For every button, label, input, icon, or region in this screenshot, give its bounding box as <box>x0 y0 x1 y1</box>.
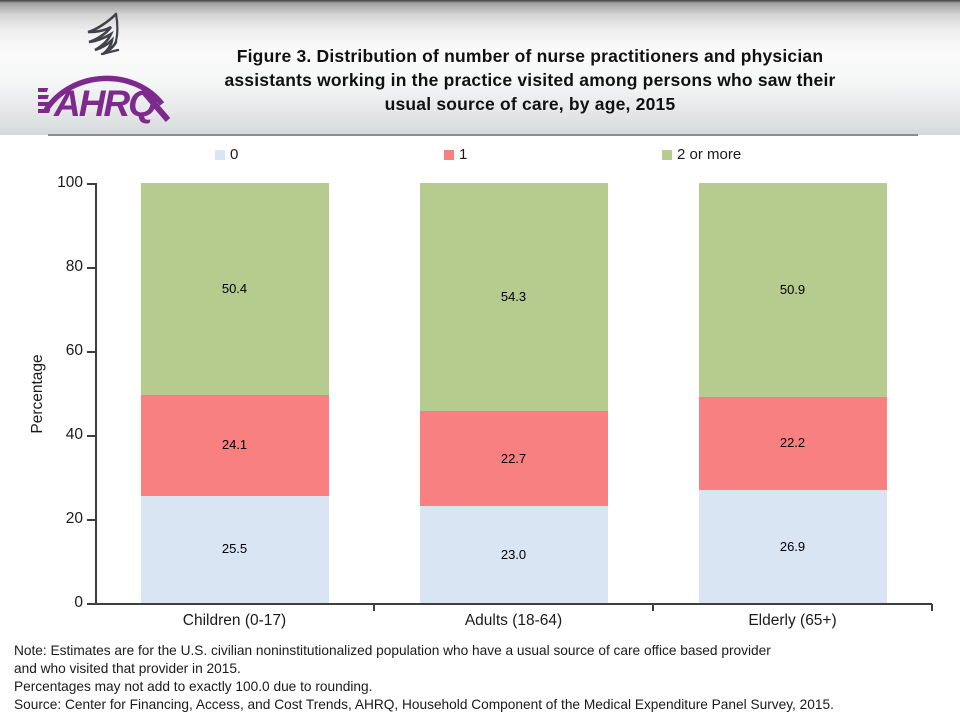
x-tick-1 <box>373 604 375 611</box>
bar-value-Adults (18-64)-series-1: 22.7 <box>500 450 527 466</box>
legend-label-2: 2 or more <box>677 146 742 163</box>
x-tick-2 <box>652 604 654 611</box>
bar-Adults (18-64)-series-0 <box>419 506 608 603</box>
bar-value-Adults (18-64)-series-2 or more: 54.3 <box>500 289 527 305</box>
legend-swatch-0 <box>215 150 225 160</box>
y-tick-label-0: 0 <box>74 594 83 611</box>
bar-Children (0-17)-series-0 <box>140 495 329 603</box>
svg-text:AHRQ: AHRQ <box>53 83 157 124</box>
legend-item-1: 1 <box>444 147 467 163</box>
x-category-label-1: Adults (18-64) <box>464 612 563 629</box>
footnote-line-3: Percentages may not add to exactly 100.0… <box>14 679 373 694</box>
hhs-eagle-icon <box>87 12 120 56</box>
figure-title-line-1: Figure 3. Distribution of number of nurs… <box>236 46 824 66</box>
y-tick-label-20: 20 <box>65 510 83 527</box>
x-category-label-2: Elderly (65+) <box>748 612 837 629</box>
footnote-line-2: and who visited that provider in 2015. <box>14 661 241 676</box>
y-tick-60 <box>87 351 95 353</box>
bar-Children (0-17)-series-2 or more <box>140 183 329 395</box>
ahrq-wordmark: AHRQ <box>31 75 171 124</box>
y-axis <box>95 183 97 604</box>
bar-value-Elderly (65+)-series-2 or more: 50.9 <box>779 281 806 297</box>
figure-title-line-3: usual source of care, by age, 2015 <box>384 94 676 114</box>
legend-label-0: 0 <box>230 146 239 163</box>
bar-value-Children (0-17)-series-2 or more: 50.4 <box>221 280 248 296</box>
bar-Adults (18-64)-series-2 or more <box>419 183 608 412</box>
legend-label-1: 1 <box>459 146 468 163</box>
legend-item-2: 2 or more <box>662 147 741 163</box>
y-tick-label-80: 80 <box>65 258 83 275</box>
y-tick-label-100: 100 <box>57 174 83 191</box>
bar-Elderly (65+)-series-0 <box>698 490 887 603</box>
y-tick-80 <box>87 267 95 269</box>
legend-item-0: 0 <box>215 147 238 163</box>
x-tick-3 <box>931 604 933 611</box>
y-tick-0 <box>87 603 95 605</box>
y-tick-100 <box>87 183 95 185</box>
figure-title-line-2: assistants working in the practice visit… <box>224 70 836 90</box>
ahrq-logo: AHRQ <box>31 6 173 126</box>
bar-value-Adults (18-64)-series-0: 23.0 <box>500 546 527 562</box>
bar-value-Children (0-17)-series-1: 24.1 <box>221 437 248 453</box>
y-tick-label-60: 60 <box>65 342 83 359</box>
bar-Children (0-17)-series-1 <box>140 394 329 496</box>
bar-value-Children (0-17)-series-0: 25.5 <box>221 541 248 557</box>
bar-Adults (18-64)-series-1 <box>419 411 608 507</box>
header-divider <box>48 134 918 136</box>
y-tick-40 <box>87 435 95 437</box>
legend-swatch-1 <box>444 150 454 160</box>
footnotes: Note: Estimates are for the U.S. civilia… <box>14 642 954 714</box>
bar-value-Elderly (65+)-series-0: 26.9 <box>779 538 806 554</box>
figure-title: Figure 3. Distribution of number of nurs… <box>150 44 910 116</box>
x-category-label-0: Children (0-17) <box>182 612 287 629</box>
y-tick-label-40: 40 <box>65 426 83 443</box>
bar-value-Elderly (65+)-series-1: 22.2 <box>779 435 806 451</box>
legend-swatch-2 <box>662 150 672 160</box>
x-axis <box>95 603 932 605</box>
bar-Elderly (65+)-series-1 <box>698 396 887 490</box>
footnote-line-1: Note: Estimates are for the U.S. civilia… <box>14 643 771 658</box>
bar-Elderly (65+)-series-2 or more <box>698 183 887 397</box>
y-tick-20 <box>87 519 95 521</box>
footnote-line-4: Source: Center for Financing, Access, an… <box>14 697 834 712</box>
y-axis-title: Percentage <box>29 354 46 434</box>
